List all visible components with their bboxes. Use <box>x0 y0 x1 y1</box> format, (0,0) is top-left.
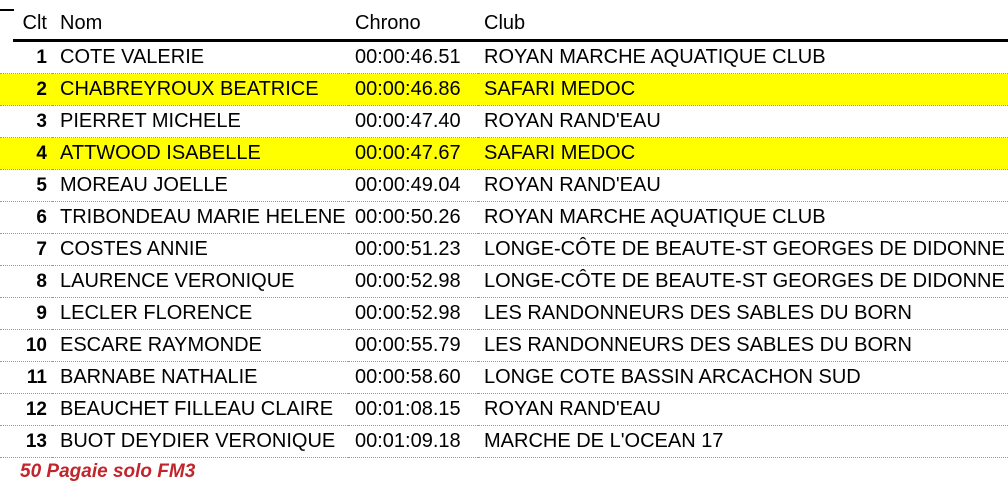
chrono-cell: 00:01:08.15 <box>355 398 461 420</box>
rank-cell: 1 <box>36 46 47 68</box>
club-cell: ROYAN RAND'EAU <box>484 110 661 132</box>
table-row: 7 COSTES ANNIE 00:00:51.23 LONGE-CÔTE DE… <box>0 234 1008 266</box>
rank-cell: 13 <box>25 430 47 452</box>
name-cell: LECLER FLORENCE <box>60 302 253 324</box>
top-edge-line <box>0 9 14 11</box>
header-rule-gap <box>0 36 13 43</box>
rank-cell: 12 <box>25 398 47 420</box>
table-row: 11 BARNABE NATHALIE 00:00:58.60 LONGE CO… <box>0 362 1008 394</box>
results-table: Clt Nom Chrono Club 1 COTE VALERIE 00:00… <box>0 10 1008 458</box>
table-row-highlighted: 4 ATTWOOD ISABELLE 00:00:47.67 SAFARI ME… <box>0 137 1008 170</box>
table-row: 12 BEAUCHET FILLEAU CLAIRE 00:01:08.15 R… <box>0 394 1008 426</box>
name-cell: COTE VALERIE <box>60 46 205 68</box>
rank-cell: 8 <box>36 270 47 292</box>
club-cell: MARCHE DE L'OCEAN 17 <box>484 430 724 452</box>
club-cell: LONGE-CÔTE DE BEAUTE-ST GEORGES DE DIDON… <box>484 238 1005 260</box>
club-cell: LONGE COTE BASSIN ARCACHON SUD <box>484 366 861 388</box>
club-cell: SAFARI MEDOC <box>484 78 636 100</box>
name-cell: MOREAU JOELLE <box>60 174 228 196</box>
rank-cell: 3 <box>36 110 47 132</box>
club-cell: LONGE-CÔTE DE BEAUTE-ST GEORGES DE DIDON… <box>484 270 1005 292</box>
rank-cell: 11 <box>26 366 47 388</box>
club-cell: LES RANDONNEURS DES SABLES DU BORN <box>484 334 912 356</box>
chrono-cell: 00:00:46.86 <box>355 78 461 100</box>
chrono-cell: 00:00:51.23 <box>355 238 461 260</box>
club-cell: ROYAN RAND'EAU <box>484 398 661 420</box>
chrono-cell: 00:00:55.79 <box>355 334 461 356</box>
name-cell: TRIBONDEAU MARIE HELENE <box>60 206 346 228</box>
next-section-title: 50 Pagaie solo FM3 <box>20 461 196 482</box>
chrono-cell: 00:00:46.51 <box>355 46 461 68</box>
rank-cell: 6 <box>36 206 47 228</box>
table-row: 9 LECLER FLORENCE 00:00:52.98 LES RANDON… <box>0 298 1008 330</box>
chrono-cell: 00:00:47.40 <box>355 110 461 132</box>
club-cell: LES RANDONNEURS DES SABLES DU BORN <box>484 302 912 324</box>
table-row: 5 MOREAU JOELLE 00:00:49.04 ROYAN RAND'E… <box>0 170 1008 202</box>
rank-cell: 4 <box>36 142 47 164</box>
name-cell: BARNABE NATHALIE <box>60 366 258 388</box>
table-row-highlighted: 2 CHABREYROUX BEATRICE 00:00:46.86 SAFAR… <box>0 73 1008 106</box>
chrono-cell: 00:00:50.26 <box>355 206 461 228</box>
header-row: Clt Nom Chrono Club <box>0 10 1008 42</box>
rank-cell: 9 <box>36 302 47 324</box>
chrono-cell: 00:00:49.04 <box>355 174 461 196</box>
header-club: Club <box>478 10 1008 42</box>
table-row: 8 LAURENCE VERONIQUE 00:00:52.98 LONGE-C… <box>0 266 1008 298</box>
chrono-cell: 00:01:09.18 <box>355 430 461 452</box>
name-cell: ATTWOOD ISABELLE <box>60 142 261 164</box>
table-row: 10 ESCARE RAYMONDE 00:00:55.79 LES RANDO… <box>0 330 1008 362</box>
rank-cell: 7 <box>36 238 47 260</box>
rank-cell: 5 <box>36 174 47 196</box>
name-cell: CHABREYROUX BEATRICE <box>60 78 319 100</box>
header-chrono: Chrono <box>348 10 478 42</box>
chrono-cell: 00:00:52.98 <box>355 302 461 324</box>
table-row: 1 COTE VALERIE 00:00:46.51 ROYAN MARCHE … <box>0 41 1008 74</box>
table-body: 1 COTE VALERIE 00:00:46.51 ROYAN MARCHE … <box>0 41 1008 458</box>
rank-cell: 10 <box>25 334 47 356</box>
club-cell: ROYAN RAND'EAU <box>484 174 661 196</box>
rank-cell: 2 <box>36 78 47 100</box>
table-row: 3 PIERRET MICHELE 00:00:47.40 ROYAN RAND… <box>0 106 1008 138</box>
name-cell: ESCARE RAYMONDE <box>60 334 262 356</box>
chrono-cell: 00:00:47.67 <box>355 142 461 164</box>
chrono-cell: 00:00:52.98 <box>355 270 461 292</box>
name-cell: LAURENCE VERONIQUE <box>60 270 295 292</box>
table-header: Clt Nom Chrono Club <box>0 10 1008 42</box>
name-cell: BUOT DEYDIER VERONIQUE <box>60 430 336 452</box>
name-cell: BEAUCHET FILLEAU CLAIRE <box>60 398 334 420</box>
chrono-cell: 00:00:58.60 <box>355 366 461 388</box>
club-cell: SAFARI MEDOC <box>484 142 636 164</box>
club-cell: ROYAN MARCHE AQUATIQUE CLUB <box>484 46 826 68</box>
table-row: 13 BUOT DEYDIER VERONIQUE 00:01:09.18 MA… <box>0 426 1008 458</box>
header-name: Nom <box>52 10 348 42</box>
club-cell: ROYAN MARCHE AQUATIQUE CLUB <box>484 206 826 228</box>
table-row: 6 TRIBONDEAU MARIE HELENE 00:00:50.26 RO… <box>0 202 1008 234</box>
name-cell: COSTES ANNIE <box>60 238 208 260</box>
name-cell: PIERRET MICHELE <box>60 110 241 132</box>
